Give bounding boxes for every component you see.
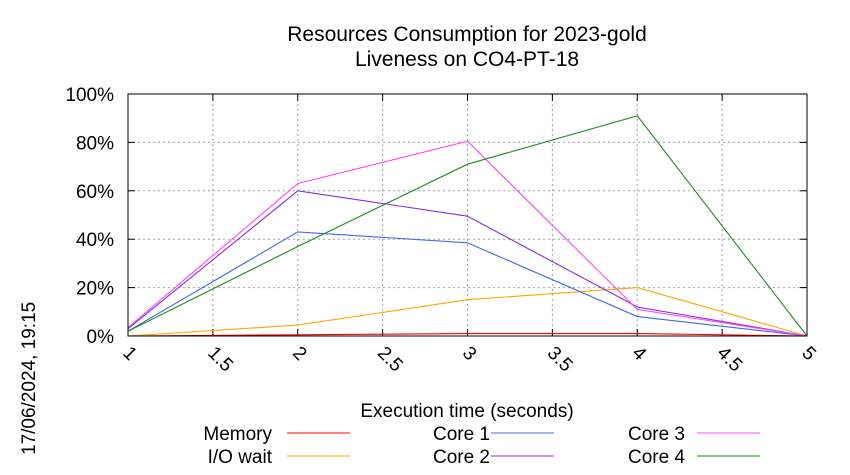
series-line-core-1: [127, 231, 808, 337]
y-tick-label: 0%: [87, 327, 115, 348]
series-line-i-o-wait: [127, 287, 808, 337]
series-line-memory: [127, 333, 808, 337]
x-axis-label: Execution time (seconds): [360, 401, 573, 422]
grid: [128, 94, 807, 336]
plot-frame: [127, 93, 808, 337]
plot-area: [127, 115, 808, 337]
legend-label: Memory: [203, 424, 272, 445]
series-line-core-3: [127, 140, 808, 337]
x-tick-label: 1.5: [203, 343, 237, 377]
x-tick-label: 4.5: [713, 343, 747, 377]
x-tick-label: 1: [118, 343, 140, 365]
timestamp-label: 17/06/2024, 19:15: [19, 302, 40, 455]
y-tick-label: 80%: [76, 133, 114, 154]
legend-label: Core 4: [628, 447, 685, 468]
y-tick-label: 40%: [76, 230, 114, 251]
x-tick-label: 3: [458, 343, 480, 365]
chart-title: Resources Consumption for 2023-gold: [287, 23, 647, 46]
chart-subtitle: Liveness on CO4-PT-18: [355, 48, 579, 71]
series-line-core-2: [127, 190, 808, 337]
y-tick-label: 20%: [76, 279, 114, 300]
legend-label: Core 3: [628, 424, 685, 445]
x-tick-label: 2.5: [373, 343, 407, 377]
legend-label: I/O wait: [208, 447, 273, 468]
x-tick-label: 4: [628, 343, 651, 366]
x-tick-label: 3.5: [543, 343, 577, 377]
y-axis: 0% 20% 40% 60% 80% 100%: [65, 85, 807, 348]
legend-label: Core 1: [433, 424, 490, 445]
y-tick-label: 60%: [76, 182, 114, 203]
series-line-core-4: [127, 115, 808, 337]
x-tick-label: 2: [288, 343, 310, 365]
y-tick-label: 100%: [65, 85, 114, 106]
legend-label: Core 2: [433, 447, 490, 468]
x-tick-label: 5: [797, 343, 819, 365]
